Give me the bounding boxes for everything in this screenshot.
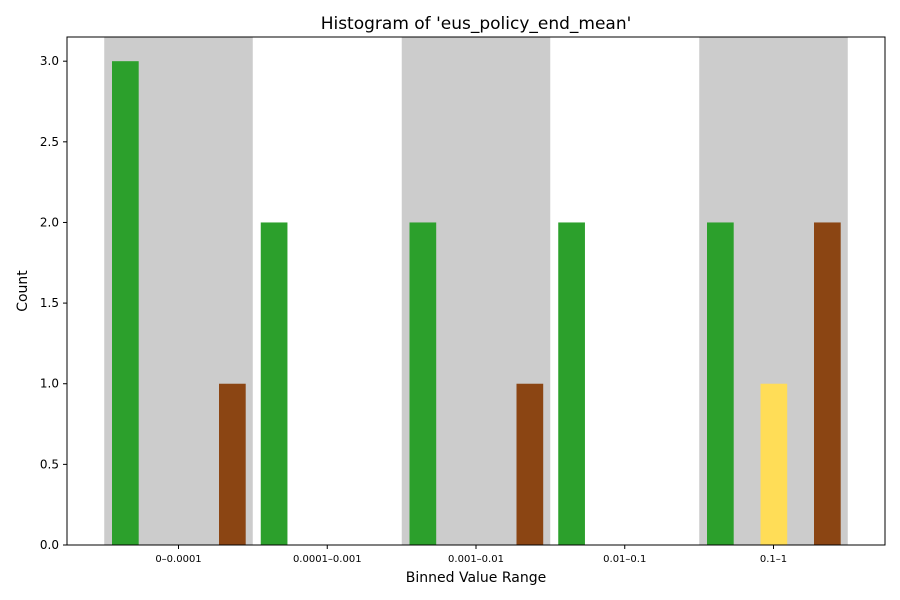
band-shading-group (104, 37, 848, 545)
x-tick-label-4: 0.1–1 (760, 554, 787, 565)
x-tick-label-0: 0–0.0001 (155, 554, 201, 565)
bars-group (112, 61, 841, 545)
x-axis-ticks: 0–0.0001 0.0001–0.001 0.001–0.01 0.01–0.1 0.… (155, 545, 787, 565)
y-axis-label: Count (15, 270, 31, 312)
bar-0-0 (112, 61, 139, 545)
x-tick-label-3: 0.01–0.1 (603, 554, 646, 565)
chart-title: Histogram of 'eus_policy_end_mean' (321, 14, 632, 34)
y-tick-label-4: 2.0 (40, 215, 59, 229)
bar-1-4 (760, 383, 788, 545)
bar-2-0 (219, 383, 246, 545)
y-tick-label-0: 0.0 (40, 538, 59, 552)
x-axis-label: Binned Value Range (406, 570, 546, 586)
bar-0-3 (558, 222, 585, 545)
bar-0-1 (260, 222, 288, 545)
y-tick-label-2: 1.0 (40, 377, 59, 391)
x-tick-label-1: 0.0001–0.001 (293, 554, 362, 565)
y-axis-ticks: 0.0 0.5 1.0 1.5 2.0 2.5 3.0 (40, 54, 67, 552)
y-tick-label-6: 3.0 (40, 54, 59, 68)
y-tick-label-5: 2.5 (40, 135, 59, 149)
bar-0-2 (409, 222, 437, 545)
bar-2-2 (516, 383, 544, 545)
y-tick-label-1: 0.5 (40, 457, 59, 471)
bar-2-4 (814, 222, 841, 545)
bar-0-4 (707, 222, 734, 545)
x-tick-label-2: 0.001–0.01 (448, 554, 504, 565)
y-tick-label-3: 1.5 (40, 296, 59, 310)
